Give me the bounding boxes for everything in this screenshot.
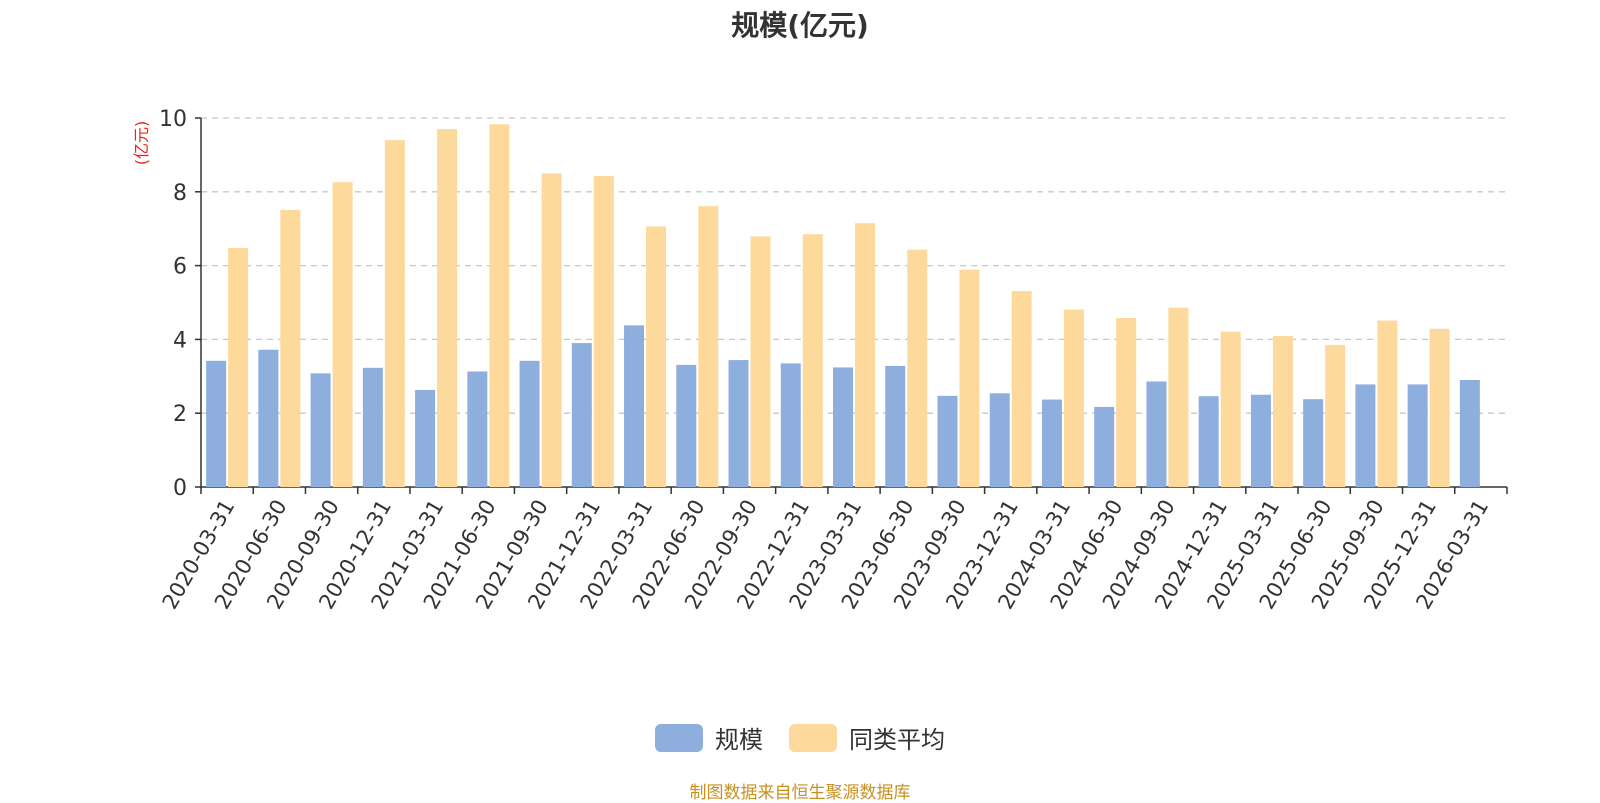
bar-scale (571, 343, 592, 487)
y-tick-label: 0 (173, 476, 187, 501)
legend-item-peer-average[interactable]: 同类平均 (789, 720, 945, 755)
legend-label-peer-average: 同类平均 (849, 726, 945, 754)
bar-peer-average (593, 175, 614, 488)
bar-scale (728, 360, 749, 487)
bar-peer-average (1011, 291, 1032, 487)
legend-item-scale[interactable]: 规模 (655, 720, 763, 755)
bar-peer-average (750, 236, 771, 487)
bar-peer-average (1168, 307, 1189, 487)
bar-peer-average (437, 129, 458, 487)
bar-scale (362, 367, 383, 487)
bar-scale (1094, 406, 1115, 487)
bar-scale (676, 364, 697, 487)
bar-scale (989, 393, 1010, 487)
bar-peer-average (489, 124, 510, 487)
bar-scale (206, 360, 227, 487)
bar-peer-average (332, 182, 353, 487)
bar-scale (1041, 399, 1062, 487)
source-note: 制图数据来自恒生聚源数据库 (689, 783, 911, 803)
bar-scale (1250, 394, 1271, 487)
bar-scale (1198, 396, 1219, 487)
legend-label-scale: 规模 (715, 726, 763, 754)
bar-scale (937, 395, 958, 487)
y-axis-label: (亿元) (132, 121, 151, 166)
bar-scale (310, 373, 331, 487)
bar-scale (1407, 384, 1428, 487)
bar-scale (833, 367, 853, 487)
bar-scale (258, 349, 279, 487)
bar-scale (885, 365, 906, 487)
bar-peer-average (698, 206, 719, 488)
y-tick-label: 2 (173, 402, 187, 427)
bar-scale (1355, 384, 1376, 487)
y-tick-label: 6 (173, 255, 187, 280)
bar-peer-average (1377, 320, 1398, 487)
legend: 规模 同类平均 (0, 720, 1600, 755)
bar-peer-average (280, 209, 301, 488)
bar-peer-average (384, 140, 405, 487)
bar-scale (1459, 379, 1480, 487)
bar-peer-average (1063, 309, 1084, 487)
y-tick-label: 10 (159, 107, 187, 132)
bar-peer-average (1325, 344, 1346, 487)
bar-peer-average (802, 234, 823, 487)
y-tick-label: 8 (173, 181, 187, 206)
bar-peer-average (907, 249, 928, 487)
bar-peer-average (1116, 317, 1137, 487)
legend-swatch-peer-average (789, 723, 837, 752)
bar-peer-average (959, 269, 980, 487)
bar-scale (624, 325, 645, 487)
bar-scale (1303, 399, 1324, 487)
bar-peer-average (855, 223, 875, 488)
bar-scale (467, 371, 488, 487)
bar-scale (1146, 381, 1167, 487)
bar-peer-average (228, 247, 249, 487)
bar-scale (519, 360, 540, 487)
legend-swatch-scale (655, 723, 703, 752)
bar-peer-average (1220, 331, 1241, 487)
bar-peer-average (541, 173, 562, 487)
y-tick-label: 4 (173, 328, 187, 353)
bar-peer-average (1429, 328, 1450, 487)
bar-peer-average (1272, 336, 1293, 487)
bar-scale (780, 363, 801, 487)
bar-scale (415, 389, 436, 487)
chart-title: 规模(亿元) (731, 9, 869, 42)
bar-peer-average (646, 226, 667, 487)
